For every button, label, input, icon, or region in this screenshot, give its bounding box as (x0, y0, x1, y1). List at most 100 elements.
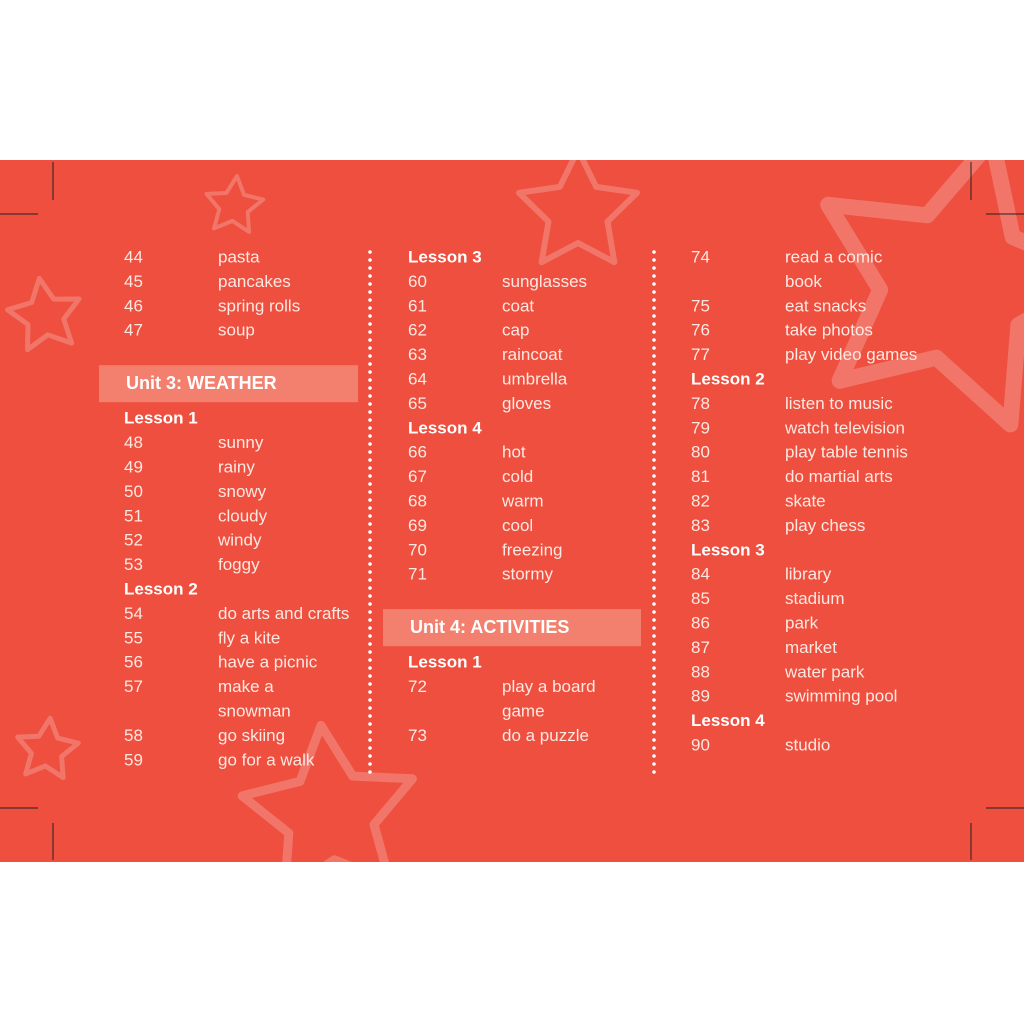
divider-dot (652, 530, 656, 534)
divider-dot (368, 474, 372, 478)
divider-dot (368, 498, 372, 502)
entry-number: 67 (408, 467, 427, 486)
column-dividers (368, 250, 656, 774)
entry-word: game (502, 701, 545, 720)
entry-number: 55 (124, 628, 143, 647)
entry-word: cool (502, 516, 533, 535)
divider-dot (652, 490, 656, 494)
divider-dot (652, 370, 656, 374)
entry-word: cold (502, 467, 533, 486)
divider-dot (368, 306, 372, 310)
entry-word: soup (218, 321, 255, 340)
entry-word: umbrella (502, 369, 568, 388)
entry-word: stormy (502, 565, 554, 584)
entry-number: 63 (408, 345, 427, 364)
entry-word: spring rolls (218, 296, 300, 315)
divider-dot (652, 714, 656, 718)
divider-dot (368, 522, 372, 526)
entry-word: foggy (218, 555, 260, 574)
divider-dot (652, 346, 656, 350)
entry-word: coat (502, 296, 534, 315)
entry-word: swimming pool (785, 687, 897, 706)
divider-dot (652, 602, 656, 606)
entry-word: go skiing (218, 726, 285, 745)
entry-word: hot (502, 443, 526, 462)
entry-number: 49 (124, 457, 143, 476)
divider-dot (652, 330, 656, 334)
entry-word: skate (785, 491, 826, 510)
divider-dot (652, 426, 656, 430)
divider-dot (368, 482, 372, 486)
divider-dot (652, 466, 656, 470)
divider-dot (368, 394, 372, 398)
divider-dot (652, 610, 656, 614)
divider-dot (652, 322, 656, 326)
entry-number: 60 (408, 272, 427, 291)
divider-dot (652, 458, 656, 462)
entry-word: make a (218, 677, 274, 696)
lesson-heading: Lesson 3 (691, 540, 765, 559)
divider-dot (368, 314, 372, 318)
divider-dot (652, 626, 656, 630)
divider-dot (368, 282, 372, 286)
entry-number: 53 (124, 555, 143, 574)
divider-dot (368, 506, 372, 510)
entry-word: water park (784, 662, 865, 681)
decoration (5, 160, 1024, 862)
divider-dot (652, 394, 656, 398)
divider-dot (652, 378, 656, 382)
divider-dot (368, 514, 372, 518)
divider-dot (652, 746, 656, 750)
divider-dot (652, 514, 656, 518)
divider-dot (652, 290, 656, 294)
entry-word: play a board (502, 677, 596, 696)
entry-word: studio (785, 735, 830, 754)
divider-dot (368, 642, 372, 646)
divider-dot (652, 658, 656, 662)
divider-dot (652, 730, 656, 734)
divider-dot (368, 442, 372, 446)
entry-number: 45 (124, 272, 143, 291)
entry-word: read a comic (785, 247, 883, 266)
divider-dot (368, 770, 372, 774)
divider-dot (368, 258, 372, 262)
entry-word: rainy (218, 457, 255, 476)
divider-dot (652, 650, 656, 654)
entry-word: take photos (785, 321, 873, 340)
lesson-heading: Lesson 1 (124, 409, 198, 428)
entry-number: 89 (691, 687, 710, 706)
divider-dot (652, 586, 656, 590)
divider-dot (652, 258, 656, 262)
divider-dot (368, 682, 372, 686)
entry-word: fly a kite (218, 628, 280, 647)
entry-number: 77 (691, 345, 710, 364)
divider-dot (368, 578, 372, 582)
entry-number: 50 (124, 482, 143, 501)
entry-number: 88 (691, 662, 710, 681)
divider-dot (368, 370, 372, 374)
divider-dot (652, 690, 656, 694)
divider-dot (652, 722, 656, 726)
divider-dot (368, 402, 372, 406)
divider-dot (652, 402, 656, 406)
divider-dot (368, 410, 372, 414)
entry-word: stadium (785, 589, 845, 608)
divider-dot (368, 466, 372, 470)
divider-dot (652, 706, 656, 710)
divider-dot (368, 330, 372, 334)
entry-number: 52 (124, 531, 143, 550)
divider-dot (652, 762, 656, 766)
divider-dot (652, 562, 656, 566)
entry-word: library (785, 565, 832, 584)
entry-word: do a puzzle (502, 726, 589, 745)
divider-dot (368, 586, 372, 590)
entry-number: 71 (408, 565, 427, 584)
divider-dot (652, 770, 656, 774)
divider-dot (368, 362, 372, 366)
divider-dot (652, 666, 656, 670)
divider-dot (652, 754, 656, 758)
star (5, 275, 82, 353)
entry-number: 69 (408, 516, 427, 535)
divider-dot (368, 554, 372, 558)
